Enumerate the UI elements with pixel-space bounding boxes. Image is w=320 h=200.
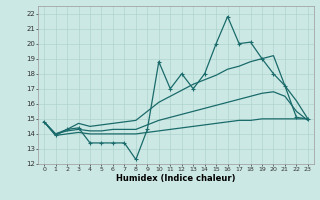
X-axis label: Humidex (Indice chaleur): Humidex (Indice chaleur) [116,174,236,183]
